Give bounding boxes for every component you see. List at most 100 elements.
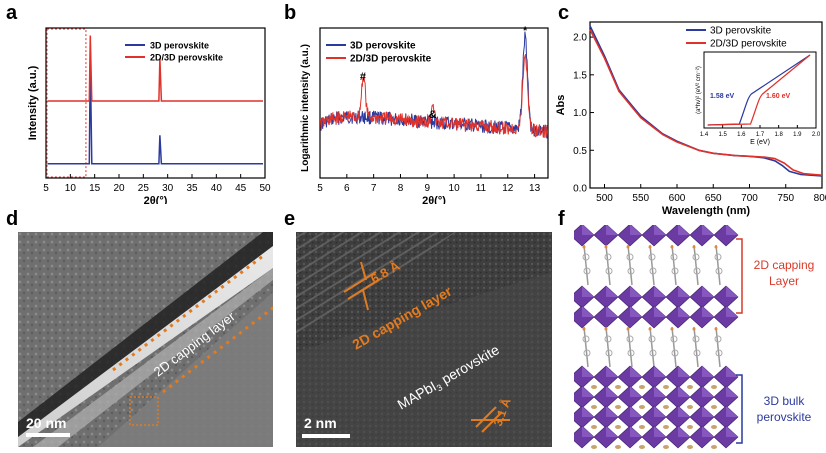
inset-x-tick-label: 2.0 xyxy=(812,132,821,138)
cation-atom xyxy=(663,385,669,389)
bandgap-label: 1.60 eV xyxy=(766,93,790,100)
x-tick-label: 13 xyxy=(529,183,541,194)
cation-atom xyxy=(615,405,621,409)
cation-atom xyxy=(615,385,621,389)
octahedron-facet xyxy=(654,286,666,297)
organic-ring xyxy=(605,349,613,357)
organic-chain xyxy=(693,244,699,286)
inset-x-tick-label: 1.5 xyxy=(718,132,727,138)
x-tick-label: 10 xyxy=(449,183,461,194)
capping-boundary-lower xyxy=(162,305,273,394)
series-line-2d3d xyxy=(589,29,823,176)
octahedron-facet xyxy=(678,406,690,417)
octahedron-facet xyxy=(654,426,666,437)
x-tick-label: 50 xyxy=(259,183,271,194)
inset-x-tick-label: 1.6 xyxy=(737,132,746,138)
octahedron-facet xyxy=(678,386,690,397)
atom xyxy=(626,245,630,249)
organic-ring xyxy=(714,253,722,261)
cation-atom xyxy=(711,445,717,449)
scale-bar-label: 2 nm xyxy=(304,415,337,431)
x-tick-label: 7 xyxy=(371,183,377,194)
organic-ring xyxy=(693,349,701,357)
octahedron-facet xyxy=(582,386,594,397)
atom xyxy=(648,245,652,249)
organic-spacer-layer xyxy=(582,326,723,368)
octahedra-row xyxy=(574,305,739,329)
organic-chain xyxy=(583,326,589,368)
x-tick-label: 25 xyxy=(138,183,150,194)
octahedron-facet xyxy=(654,386,666,397)
octahedron-facet xyxy=(582,366,594,377)
bulk-bracket-label: 3D bulk perovskite xyxy=(744,393,824,425)
x-axis-label: 2θ(°) xyxy=(144,195,168,204)
octahedron xyxy=(574,225,595,247)
octahedron-facet xyxy=(678,426,690,437)
x-tick-label: 45 xyxy=(235,183,247,194)
inset-x-tick-label: 1.4 xyxy=(700,132,709,138)
organic-chain xyxy=(627,326,633,368)
octahedron-facet xyxy=(702,306,714,317)
organic-ring xyxy=(626,253,634,261)
octahedron-facet xyxy=(726,366,738,377)
organic-ring xyxy=(693,267,701,275)
octahedron-facet xyxy=(654,225,666,235)
capping-label-line1: 2D capping xyxy=(753,258,815,272)
x-tick-label: 20 xyxy=(113,183,125,194)
organic-chain xyxy=(715,326,721,368)
octahedra-row xyxy=(574,285,739,309)
organic-ring xyxy=(627,349,635,357)
panel-letter-b: b xyxy=(284,2,297,24)
organic-ring xyxy=(692,335,700,343)
y-tick-label: 1.5 xyxy=(573,70,587,81)
octahedron-facet xyxy=(582,426,594,437)
octahedron-facet xyxy=(726,286,738,297)
cation-atom xyxy=(591,445,597,449)
octahedron-facet xyxy=(678,306,690,317)
y-axis-label: Intensity (a.u.) xyxy=(27,65,39,140)
y-tick-label: 1.0 xyxy=(573,108,587,119)
cation-atom xyxy=(687,445,693,449)
x-tick-label: 800 xyxy=(814,193,826,204)
y-tick-label: 2.0 xyxy=(573,33,587,44)
atom xyxy=(604,327,608,331)
series-line-3d xyxy=(47,56,263,165)
octahedron-facet xyxy=(582,225,594,235)
atom xyxy=(670,327,674,331)
organic-ring xyxy=(670,335,678,343)
organic-chain xyxy=(649,244,655,286)
cation-atom xyxy=(591,405,597,409)
octahedron-facet xyxy=(726,386,738,397)
x-tick-label: 5 xyxy=(43,183,49,194)
zoom-region-box xyxy=(129,396,159,426)
organic-ring xyxy=(692,253,700,261)
organic-ring xyxy=(648,253,656,261)
cation-atom xyxy=(687,425,693,429)
inset-x-axis-label: E (eV) xyxy=(750,139,770,146)
atom xyxy=(692,327,696,331)
highlight-region xyxy=(46,28,87,178)
x-axis-label: 2θ(°) xyxy=(422,195,446,204)
organic-ring xyxy=(670,253,678,261)
organic-chain xyxy=(671,326,677,368)
inset-x-tick-label: 1.7 xyxy=(756,132,765,138)
octahedron-facet xyxy=(654,306,666,317)
x-tick-label: 5 xyxy=(317,183,323,194)
cation-atom xyxy=(639,425,645,429)
x-tick-label: 650 xyxy=(705,193,722,204)
octahedron-facet xyxy=(726,225,738,235)
octahedron-facet xyxy=(630,286,642,297)
x-tick-label: 40 xyxy=(211,183,223,194)
octahedron-facet xyxy=(606,426,618,437)
organic-ring xyxy=(604,253,612,261)
x-tick-label: 6 xyxy=(344,183,350,194)
octahedron-facet xyxy=(678,286,690,297)
octahedra-row xyxy=(574,405,739,429)
spacing-marker-bottom xyxy=(471,406,510,433)
x-tick-label: 550 xyxy=(632,193,649,204)
organic-ring xyxy=(626,335,634,343)
octahedron-facet xyxy=(726,406,738,417)
bulk-bracket xyxy=(736,374,743,444)
cation-atom xyxy=(711,385,717,389)
octahedron-facet xyxy=(630,225,642,235)
